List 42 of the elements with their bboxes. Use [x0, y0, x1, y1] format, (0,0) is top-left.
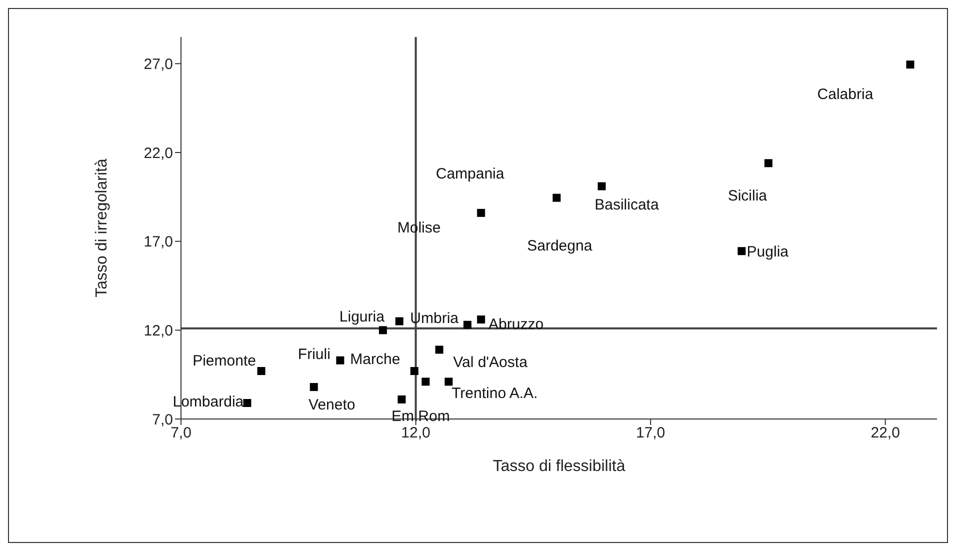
point [395, 317, 404, 326]
point [906, 60, 914, 69]
annotation: Calabria [817, 86, 874, 104]
annotation: Sicilia [728, 188, 768, 205]
y-tick-label: 27,0 [144, 56, 173, 73]
annotation: Marche [350, 350, 400, 368]
point [477, 316, 486, 324]
point [398, 395, 406, 404]
annotation: Trentino A.A. [452, 385, 538, 402]
annotation: Campania [436, 165, 505, 182]
point [336, 356, 344, 364]
point [310, 383, 318, 392]
point [444, 378, 453, 386]
y-tick-label: 22,0 [144, 144, 173, 162]
annotation: Basilicata [594, 196, 660, 214]
x-tick-label: 7,0 [170, 424, 192, 442]
x-tick-label: 17,0 [636, 424, 666, 442]
point [463, 320, 472, 329]
annotation: Friuli [298, 346, 330, 363]
x-axis-title: Tasso di flessibilità [492, 458, 626, 475]
y-tick-label: 17,0 [144, 234, 173, 251]
point [598, 182, 606, 190]
point [435, 346, 444, 354]
point [257, 367, 266, 376]
annotation: Piemonte [192, 352, 256, 370]
point [477, 208, 486, 217]
x-tick-label: 22,0 [870, 424, 900, 442]
point [552, 194, 561, 202]
point [410, 367, 418, 376]
y-tick-label: 12,0 [144, 322, 173, 340]
annotation: Veneto [308, 396, 356, 414]
x-tick-label: 12,0 [401, 424, 430, 442]
annotation: Val d'Aosta [453, 354, 528, 372]
point [738, 247, 746, 256]
annotation: Sardegna [527, 237, 593, 254]
point [764, 159, 772, 168]
y-tick-label: 7,0 [152, 411, 173, 428]
point [378, 326, 387, 334]
y-axis-title: Tasso di irregolarità [94, 158, 111, 298]
annotation: Puglia [746, 244, 790, 261]
annotation: Liguria [339, 308, 386, 326]
point [422, 378, 430, 386]
